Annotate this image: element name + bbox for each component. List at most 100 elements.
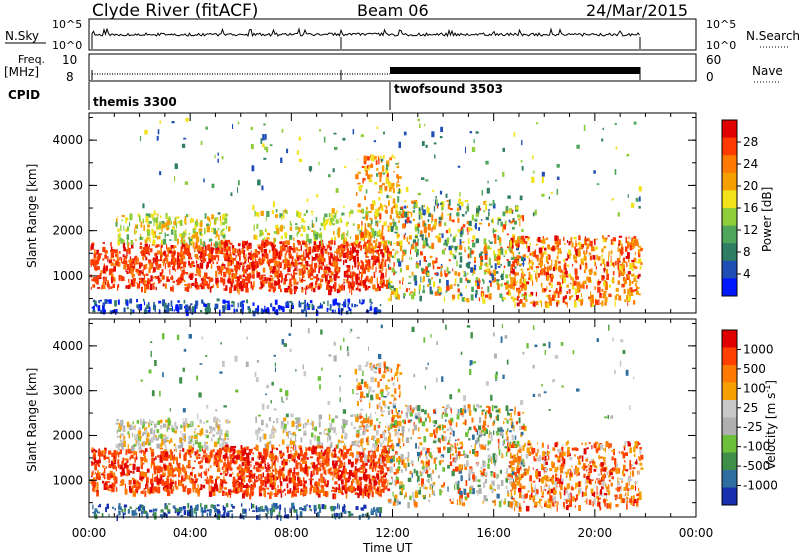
echo-cell	[171, 261, 174, 265]
echo-cell	[171, 425, 174, 431]
echo-cell	[365, 259, 368, 263]
echo-cell	[523, 296, 525, 301]
nsky-tick-top: 10^5	[52, 18, 82, 31]
echo-cell	[260, 138, 263, 144]
echo-cell	[488, 223, 490, 227]
echo-cell	[362, 262, 364, 269]
echo-cell	[621, 246, 624, 252]
echo-cell	[402, 277, 404, 281]
echo-cell	[185, 309, 188, 311]
echo-cell	[326, 284, 329, 289]
echo-cell	[198, 472, 200, 477]
echo-cell	[309, 246, 312, 252]
echo-cell	[478, 222, 483, 225]
echo-cell	[110, 273, 114, 278]
echo-cell	[488, 263, 491, 266]
echo-cell	[528, 264, 531, 269]
echo-cell	[530, 260, 533, 264]
echo-cell	[638, 293, 641, 296]
echo-cell	[357, 285, 359, 291]
echo-cell	[309, 227, 311, 230]
echo-cell	[417, 206, 419, 209]
echo-cell	[345, 237, 347, 242]
echo-cell	[151, 228, 154, 235]
echo-cell	[191, 282, 194, 286]
echo-cell	[299, 466, 303, 472]
echo-cell	[121, 466, 124, 473]
echo-cell	[202, 279, 206, 283]
echo-cell	[320, 253, 324, 258]
echo-cell	[245, 475, 250, 478]
echo-cell	[416, 226, 419, 231]
echo-cell	[414, 226, 417, 232]
echo-cell	[97, 470, 99, 473]
echo-cell	[262, 279, 265, 283]
echo-cell	[136, 304, 139, 309]
echo-cell	[634, 283, 637, 287]
echo-cell	[439, 136, 443, 139]
echo-cell	[190, 285, 192, 289]
echo-cell	[294, 272, 298, 275]
echo-cell	[604, 291, 607, 299]
echo-cell	[166, 224, 170, 230]
echo-cell	[278, 469, 282, 476]
echo-cell	[142, 462, 145, 465]
echo-cell	[96, 482, 99, 489]
echo-cell	[625, 246, 628, 252]
echo-cell	[517, 218, 521, 221]
echo-cell	[320, 246, 323, 250]
echo-cell	[396, 184, 401, 187]
echo-cell	[283, 263, 286, 270]
echo-cell	[210, 286, 213, 288]
echo-cell	[160, 247, 162, 253]
echo-cell	[149, 237, 151, 243]
echo-cell	[310, 474, 313, 477]
echo-cell	[372, 251, 374, 256]
echo-cell	[208, 478, 210, 485]
echo-cell	[150, 463, 152, 469]
echo-cell	[143, 283, 146, 287]
echo-cell	[97, 260, 100, 265]
echo-cell	[320, 222, 324, 227]
echo-cell	[156, 236, 159, 240]
echo-cell	[384, 250, 386, 256]
echo-cell	[217, 437, 220, 445]
echo-cell	[379, 171, 383, 178]
echo-cell	[226, 461, 231, 467]
echo-cell	[617, 245, 619, 249]
echo-cell	[254, 249, 257, 256]
echo-cell	[531, 176, 535, 183]
echo-cell	[431, 221, 433, 224]
echo-cell	[379, 485, 381, 490]
echo-cell	[282, 259, 285, 264]
echo-cell	[296, 265, 298, 272]
echo-cell	[148, 221, 152, 224]
echo-cell	[143, 427, 148, 431]
echo-cell	[298, 136, 301, 141]
echo-cell	[295, 223, 298, 226]
echo-cell	[190, 244, 192, 246]
echo-cell	[227, 492, 229, 498]
echo-cell	[381, 258, 383, 264]
echo-cell	[478, 278, 480, 282]
echo-cell	[145, 216, 149, 223]
echo-cell	[502, 211, 506, 217]
echo-cell	[382, 244, 385, 251]
echo-cell	[556, 281, 560, 286]
echo-cell	[491, 277, 494, 280]
echo-cell	[324, 266, 328, 270]
echo-cell	[494, 179, 498, 182]
echo-cell	[349, 271, 352, 277]
echo-cell	[143, 224, 145, 231]
echo-cell	[204, 434, 207, 437]
echo-cell	[336, 248, 338, 253]
echo-cell	[564, 270, 568, 275]
echo-cell	[148, 259, 152, 263]
echo-cell	[582, 282, 584, 289]
echo-cell	[371, 231, 376, 237]
echo-cell	[447, 270, 449, 276]
echo-cell	[237, 287, 239, 293]
echo-cell	[376, 256, 380, 262]
echo-cell	[265, 243, 268, 246]
echo-cell	[117, 240, 120, 246]
